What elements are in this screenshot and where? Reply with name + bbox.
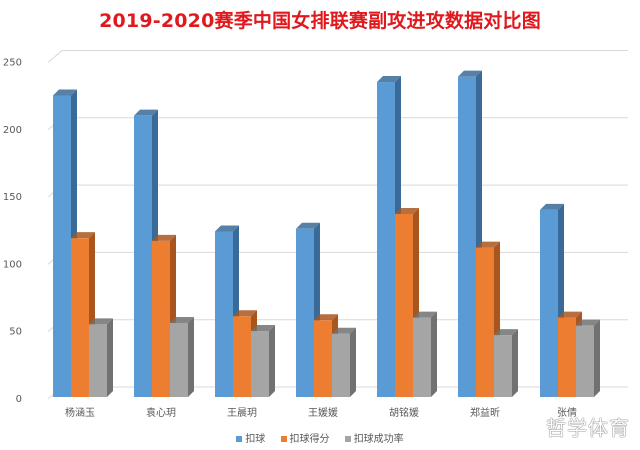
- bar-top: [89, 318, 113, 325]
- bar-top: [215, 225, 239, 232]
- bar-top: [332, 327, 356, 334]
- bar-1: [71, 238, 89, 397]
- bar-side: [269, 325, 275, 397]
- bar-2: [576, 325, 594, 397]
- legend-swatch-gray: [344, 436, 351, 442]
- bar-top: [395, 207, 419, 214]
- y-tick-label: 200: [3, 125, 22, 136]
- x-category-label: 张倩: [557, 406, 577, 419]
- gridline-connector: [47, 50, 63, 63]
- legend-swatch-orange: [280, 436, 287, 442]
- bar-0: [540, 209, 558, 397]
- bar-2: [170, 322, 188, 397]
- bar-top: [170, 316, 194, 323]
- bar-top: [458, 70, 482, 77]
- bar-top: [476, 241, 500, 248]
- bar-side: [512, 329, 518, 397]
- watermark: 哲学体育: [546, 416, 630, 440]
- bar-2: [332, 333, 350, 397]
- chart-title: 2019-2020赛季中国女排联赛副攻进攻数据对比图: [99, 10, 541, 32]
- bar-2: [251, 331, 269, 397]
- y-tick-label: 100: [3, 259, 22, 270]
- x-category-label: 袁心玥: [146, 407, 176, 419]
- bar-side: [107, 318, 113, 397]
- legend-item-spike-score: 扣球得分: [280, 430, 330, 445]
- bar-top: [296, 222, 320, 229]
- legend-swatch-blue: [236, 436, 243, 442]
- bar-1: [233, 316, 251, 397]
- legend-item-spike-rate: 扣球成功率: [344, 430, 404, 445]
- bar-1: [476, 247, 494, 397]
- bar-1: [558, 317, 576, 397]
- bar-side: [350, 327, 356, 397]
- bar-0: [377, 82, 395, 397]
- bar-top: [558, 311, 582, 318]
- bar-side: [431, 311, 437, 397]
- bar-top: [152, 234, 176, 241]
- legend-item-spike: 扣球: [236, 430, 265, 445]
- chart-legend: 扣球 扣球得分 扣球成功率: [0, 430, 640, 445]
- y-tick-label: 0: [16, 394, 22, 405]
- bar-0: [458, 76, 476, 397]
- bar-0: [215, 231, 233, 397]
- bar-top: [251, 325, 275, 332]
- bar-top: [377, 76, 401, 83]
- bar-top: [71, 232, 95, 239]
- x-category-label: 王媛媛: [308, 406, 338, 419]
- bar-top: [540, 203, 564, 210]
- bar-1: [152, 240, 170, 397]
- x-category-label: 胡铭媛: [389, 406, 419, 419]
- bar-top: [53, 89, 77, 96]
- bar-0: [53, 95, 71, 397]
- bar-top: [134, 109, 158, 116]
- bar-1: [314, 320, 332, 397]
- bar-2: [494, 335, 512, 397]
- y-tick-label: 50: [9, 327, 22, 338]
- bar-top: [233, 310, 257, 317]
- x-category-label: 王晨玥: [227, 407, 257, 419]
- bar-2: [89, 324, 107, 397]
- bar-2: [413, 317, 431, 397]
- bar-top: [494, 329, 518, 336]
- bar-top: [413, 311, 437, 318]
- bar-0: [296, 228, 314, 397]
- bar-top: [314, 314, 338, 321]
- y-tick-label: 150: [3, 192, 22, 203]
- bar-side: [188, 316, 194, 397]
- y-tick-label: 250: [3, 58, 22, 69]
- bar-1: [395, 213, 413, 397]
- x-category-label: 杨涵玉: [65, 406, 95, 419]
- bar-side: [594, 319, 600, 397]
- x-category-label: 郑益昕: [470, 406, 500, 419]
- bar-0: [134, 115, 152, 397]
- bar-top: [576, 319, 600, 326]
